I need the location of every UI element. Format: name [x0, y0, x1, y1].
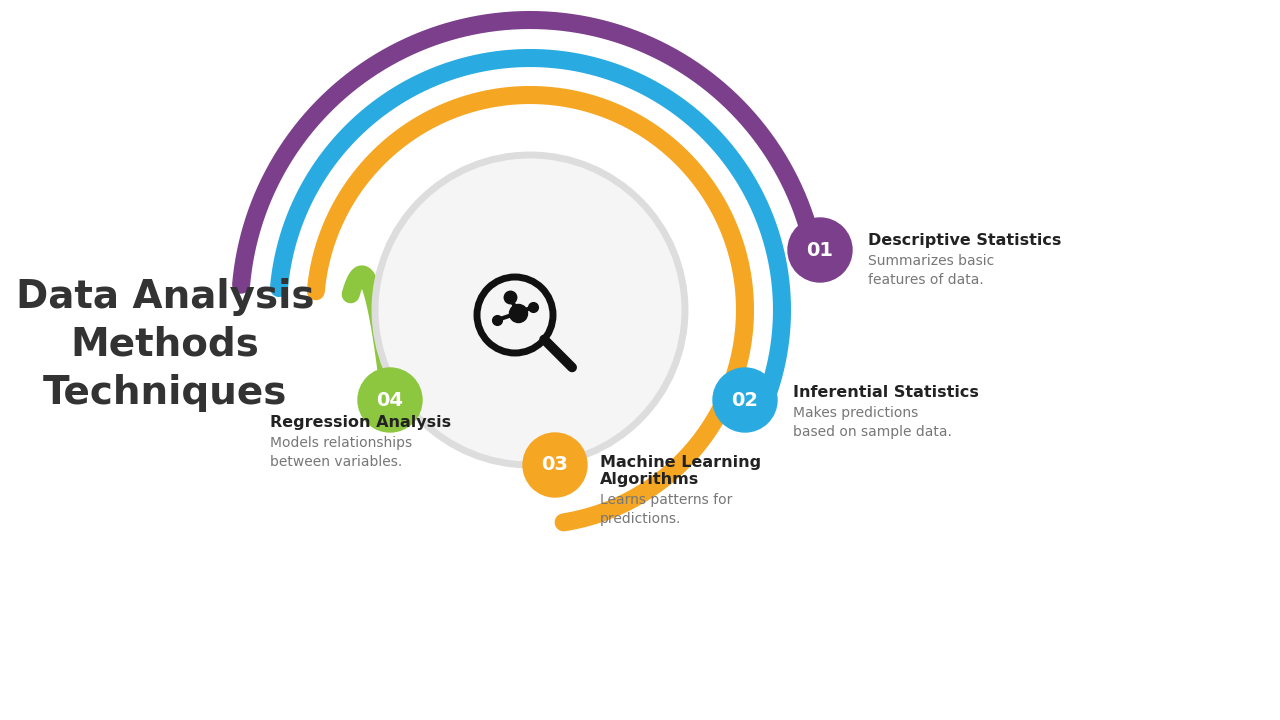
Text: 03: 03	[541, 456, 568, 474]
Text: Descriptive Statistics: Descriptive Statistics	[868, 233, 1061, 248]
Text: Regression Analysis: Regression Analysis	[270, 415, 451, 430]
Text: Inferential Statistics: Inferential Statistics	[794, 385, 979, 400]
Text: Summarizes basic
features of data.: Summarizes basic features of data.	[868, 254, 995, 287]
Circle shape	[713, 368, 777, 432]
Text: Data Analysis
Methods
Techniques: Data Analysis Methods Techniques	[15, 277, 315, 413]
Circle shape	[375, 155, 685, 465]
Text: 02: 02	[731, 390, 759, 410]
Text: 04: 04	[376, 390, 403, 410]
Text: 01: 01	[806, 240, 833, 259]
Text: Makes predictions
based on sample data.: Makes predictions based on sample data.	[794, 406, 952, 439]
Circle shape	[788, 218, 852, 282]
Text: Machine Learning
Algorithms: Machine Learning Algorithms	[600, 455, 762, 487]
Text: Learns patterns for
predictions.: Learns patterns for predictions.	[600, 493, 732, 526]
Circle shape	[358, 368, 422, 432]
Circle shape	[524, 433, 588, 497]
Text: Models relationships
between variables.: Models relationships between variables.	[270, 436, 412, 469]
